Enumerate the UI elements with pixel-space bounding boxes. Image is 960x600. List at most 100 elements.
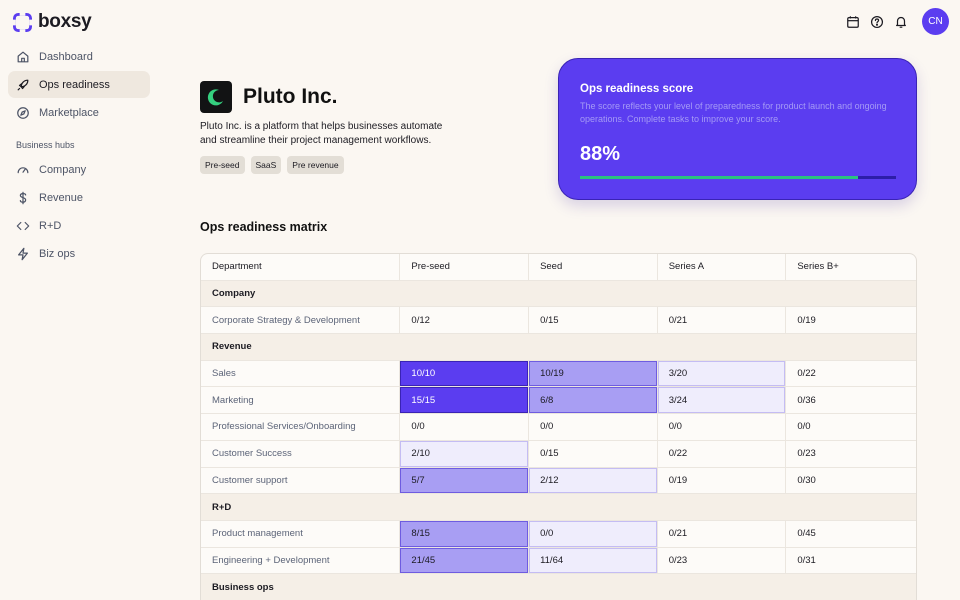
- matrix-group-row: Business ops: [201, 574, 916, 600]
- sidebar-item-marketplace[interactable]: Marketplace: [8, 99, 150, 126]
- matrix-cell[interactable]: 0/22: [797, 368, 816, 380]
- table-row[interactable]: Product management 8/15 0/0 0/21 0/45: [201, 520, 916, 548]
- column-header-seed: Seed: [529, 254, 658, 280]
- matrix-cell[interactable]: 10/10: [400, 360, 530, 387]
- code-icon: [16, 221, 30, 230]
- matrix-cell[interactable]: 11/64: [529, 547, 658, 574]
- matrix-title: Ops readiness matrix: [200, 220, 328, 234]
- tag-category: SaaS: [250, 156, 282, 174]
- sidebar-item-label: Marketplace: [39, 106, 99, 119]
- sidebar-item-label: Company: [39, 163, 87, 176]
- ops-readiness-score-card: Ops readiness score The score reflects y…: [558, 58, 917, 200]
- matrix-cell[interactable]: 0/15: [529, 440, 658, 467]
- table-row[interactable]: Professional Services/Onboarding 0/0 0/0 0/…: [201, 414, 916, 441]
- matrix-cell[interactable]: 0/23: [797, 448, 816, 460]
- sidebar-item-biz-ops[interactable]: Biz ops: [8, 240, 150, 267]
- matrix-cell[interactable]: 0/45: [797, 528, 816, 540]
- matrix-cell[interactable]: 3/20: [657, 360, 787, 387]
- company-logo: [200, 81, 232, 113]
- matrix-cell[interactable]: 0/0: [400, 414, 530, 440]
- table-row[interactable]: Sales 10/10 10/19 3/20 0/22: [201, 360, 916, 388]
- table-row[interactable]: Engineering + Development 21/45 11/64 0/23 0…: [201, 547, 916, 575]
- avatar[interactable]: CN: [922, 8, 949, 35]
- dollar-icon: [19, 191, 27, 204]
- department-label[interactable]: Customer Success: [201, 440, 401, 467]
- rocket-icon: [17, 79, 29, 90]
- matrix-cell[interactable]: 3/24: [657, 387, 787, 414]
- sidebar-item-revenue[interactable]: Revenue: [8, 184, 150, 211]
- sidebar: boxsy Dashboard Ops readiness Marketplac…: [0, 0, 158, 600]
- department-label[interactable]: Professional Services/Onboarding: [201, 414, 401, 440]
- company-description: Pluto Inc. is a platform that helps busi…: [200, 121, 443, 146]
- matrix-cell[interactable]: 8/15: [400, 520, 530, 547]
- department-label[interactable]: Sales: [201, 360, 401, 387]
- matrix-group-row: R+D: [201, 494, 916, 521]
- score-progress-fill: [580, 176, 859, 179]
- department-label[interactable]: Corporate Strategy & Development: [201, 307, 401, 334]
- department-label[interactable]: Engineering + Development: [201, 547, 401, 574]
- brand-name: boxsy: [38, 11, 92, 32]
- matrix-cell[interactable]: 15/15: [400, 387, 530, 414]
- matrix-cell[interactable]: 10/19: [529, 360, 658, 387]
- matrix-cell[interactable]: 0/30: [797, 474, 816, 486]
- matrix-cell[interactable]: 2/10: [400, 440, 530, 467]
- matrix-cell[interactable]: 0/23: [658, 547, 787, 574]
- matrix-cell[interactable]: 0/0: [797, 421, 811, 433]
- matrix-cell[interactable]: 0/21: [658, 520, 787, 547]
- matrix-cell[interactable]: 0/0: [658, 414, 787, 440]
- matrix-cell[interactable]: 0/36: [797, 394, 816, 406]
- table-row[interactable]: Customer support 5/7 2/12 0/19 0/30: [201, 467, 916, 495]
- department-label[interactable]: Product management: [201, 520, 401, 547]
- calendar-icon[interactable]: [846, 15, 860, 29]
- sidebar-item-rd[interactable]: R+D: [8, 212, 150, 239]
- score-value: 88%: [580, 143, 621, 165]
- bell-icon[interactable]: [894, 15, 908, 29]
- sidebar-section-business-hubs: Business hubs: [16, 140, 75, 150]
- score-progress-bar: [580, 176, 896, 179]
- sidebar-item-ops-readiness[interactable]: Ops readiness: [8, 71, 150, 98]
- ops-readiness-matrix: Department Pre-seed Seed Series A Series…: [200, 253, 917, 600]
- matrix-cell[interactable]: 0/19: [797, 314, 816, 326]
- score-description: The score reflects your level of prepare…: [580, 101, 887, 124]
- matrix-cell[interactable]: 5/7: [400, 467, 530, 494]
- table-row[interactable]: Corporate Strategy & Development 0/12 0/15…: [201, 307, 916, 335]
- compass-icon: [17, 106, 29, 119]
- column-header-department: Department: [201, 254, 401, 280]
- matrix-cell[interactable]: 0/22: [658, 440, 787, 467]
- matrix-cell[interactable]: 0/19: [658, 467, 787, 494]
- sidebar-item-dashboard[interactable]: Dashboard: [8, 43, 150, 70]
- help-icon[interactable]: [870, 15, 884, 29]
- bolt-icon: [18, 247, 28, 260]
- table-row[interactable]: Customer Success 2/10 0/15 0/22 0/23: [201, 440, 916, 468]
- matrix-header-row: Department Pre-seed Seed Series A Series…: [201, 254, 916, 281]
- matrix-cell[interactable]: 21/45: [400, 547, 530, 574]
- sidebar-item-label: Revenue: [39, 191, 84, 204]
- matrix-cell[interactable]: 0/0: [529, 414, 658, 440]
- department-label[interactable]: Marketing: [201, 387, 401, 414]
- brand-logo[interactable]: boxsy: [13, 11, 92, 33]
- matrix-cell[interactable]: 2/12: [529, 467, 658, 494]
- column-header-series-a: Series A: [658, 254, 787, 280]
- table-row[interactable]: Marketing 15/15 6/8 3/24 0/36: [201, 387, 916, 415]
- company-tags: Pre-seed SaaS Pre revenue: [200, 156, 344, 174]
- department-label[interactable]: Customer support: [201, 467, 401, 494]
- boxsy-logo-icon: [13, 12, 32, 32]
- matrix-cell[interactable]: 0/15: [529, 307, 658, 334]
- matrix-cell[interactable]: 6/8: [529, 387, 658, 414]
- column-header-pre-seed: Pre-seed: [400, 254, 530, 280]
- matrix-cell[interactable]: 0/21: [658, 307, 787, 334]
- sidebar-nav: Dashboard Ops readiness Marketplace Busi…: [8, 43, 150, 268]
- sidebar-item-label: Ops readiness: [39, 78, 110, 91]
- matrix-group-row: Company: [201, 280, 916, 308]
- topbar: CN: [846, 8, 949, 35]
- sidebar-item-label: Dashboard: [39, 50, 93, 63]
- sidebar-item-company[interactable]: Company: [8, 156, 150, 183]
- sidebar-item-label: R+D: [39, 219, 62, 232]
- matrix-cell[interactable]: 0/0: [529, 520, 658, 547]
- matrix-cell[interactable]: 0/12: [400, 307, 530, 334]
- gauge-icon: [17, 166, 29, 173]
- sidebar-item-label: Biz ops: [39, 247, 76, 260]
- matrix-group-row: Revenue: [201, 334, 916, 361]
- matrix-cell[interactable]: 0/31: [797, 554, 816, 566]
- company-name: Pluto Inc.: [243, 85, 338, 108]
